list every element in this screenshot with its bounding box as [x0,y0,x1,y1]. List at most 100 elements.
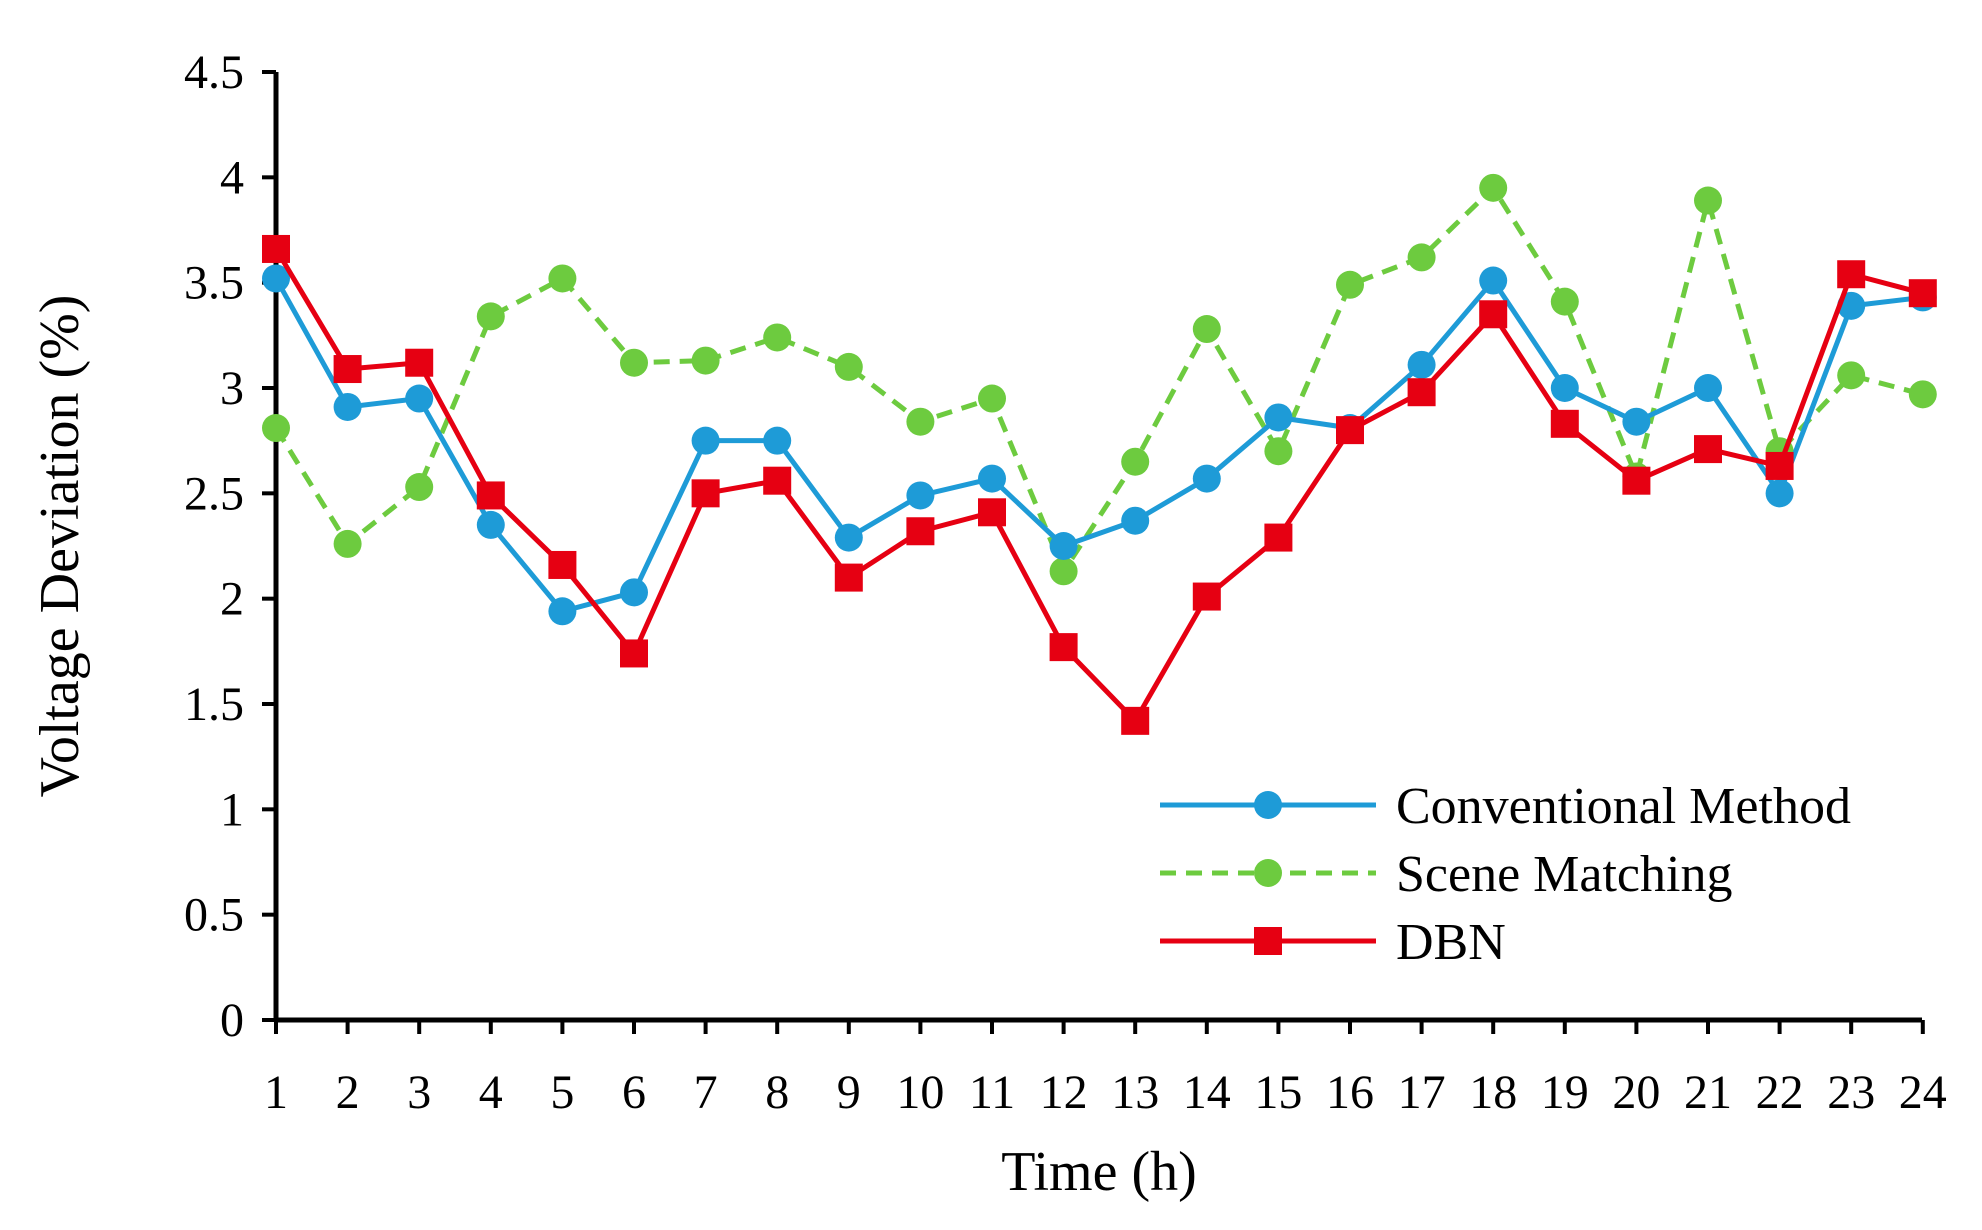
y-tick-label: 0 [220,994,244,1047]
data-point [1622,407,1651,436]
series-layer [262,173,1937,735]
data-point [691,426,720,455]
data-point [333,355,362,384]
x-tick-label: 4 [479,1066,503,1119]
x-tick-label: 1 [264,1066,288,1119]
x-axis-title: Time (h) [1001,1141,1197,1203]
legend-item: Scene Matching [1160,846,1732,903]
x-axis-ticks: 1 2 3 4 5 6 7 8 9 10 11 12 13 14 15 16 17 18 19 20 21 22 23 24 [264,1020,1947,1119]
data-point [1121,506,1150,535]
data-point [1264,437,1293,466]
data-point [691,346,720,375]
data-point [1049,532,1078,560]
y-tick-label: 1 [220,783,244,836]
data-point [1049,557,1078,586]
data-point [834,352,863,381]
data-point [405,384,434,413]
x-tick-label: 17 [1398,1066,1446,1119]
data-point [1694,374,1722,402]
data-point [834,563,863,592]
legend-label: Conventional Method [1396,778,1851,835]
data-point [691,479,720,508]
data-point [405,348,434,377]
x-tick-label: 11 [969,1066,1015,1119]
data-point [1479,266,1508,295]
x-tick-label: 16 [1326,1066,1374,1119]
data-point [333,392,362,421]
data-point [1192,464,1221,493]
series-dbn [262,234,1937,735]
data-point [906,407,935,436]
x-tick-label: 14 [1183,1066,1231,1119]
data-point [763,466,792,495]
x-tick-label: 19 [1541,1066,1589,1119]
data-point [476,481,505,510]
data-point [548,550,577,579]
data-point [834,523,863,552]
data-point [1479,300,1508,329]
data-point [1264,523,1293,552]
data-point [763,323,792,352]
series-line [273,277,1924,614]
data-point [1765,479,1794,508]
data-point [476,302,505,331]
series-scene-matching [262,173,1937,586]
data-point [1121,447,1150,476]
data-point [1837,260,1866,289]
x-tick-label: 18 [1469,1066,1517,1119]
legend-item: DBN [1160,914,1506,971]
x-tick-label: 3 [407,1066,431,1119]
data-point [1550,287,1579,316]
axes [273,72,1922,1023]
x-tick-label: 22 [1756,1066,1804,1119]
x-tick-label: 13 [1111,1066,1159,1119]
data-point [1407,350,1436,379]
series-line [273,185,1924,574]
x-tick-label: 7 [694,1066,718,1119]
data-point [1550,374,1579,402]
data-point [1765,451,1794,480]
y-axis-title: Voltage Deviation (%) [29,295,91,798]
data-point [1336,270,1364,299]
y-tick-label: 2.5 [184,467,244,520]
data-point [620,639,648,668]
legend-marker [1254,927,1282,955]
data-point [1192,582,1221,611]
data-point [1694,435,1722,464]
data-point [906,481,935,510]
data-point [978,384,1006,413]
x-tick-label: 23 [1827,1066,1875,1119]
x-tick-label: 12 [1040,1066,1088,1119]
data-point [1694,186,1722,215]
data-point [1908,380,1937,409]
data-point [1622,466,1651,495]
data-point [262,264,290,293]
y-tick-label: 2 [220,573,244,626]
data-point [333,529,362,558]
x-tick-label: 5 [550,1066,574,1119]
data-point [476,510,505,539]
x-tick-label: 20 [1612,1066,1660,1119]
data-point [1550,409,1579,438]
x-tick-label: 8 [765,1066,789,1119]
y-tick-label: 3.5 [184,257,244,310]
data-point [906,517,935,546]
x-tick-label: 24 [1899,1066,1947,1119]
y-tick-label: 4 [220,151,244,204]
data-point [1264,403,1293,432]
x-tick-label: 15 [1254,1066,1302,1119]
data-point [978,498,1006,527]
x-tick-label: 6 [622,1066,646,1119]
data-point [1407,378,1436,407]
x-tick-label: 9 [837,1066,861,1119]
data-point [1121,706,1150,735]
data-point [763,426,792,455]
x-tick-label: 2 [336,1066,360,1119]
y-axis-ticks: 0 0.5 1 1.5 2 2.5 3 3.5 4 4.5 [184,46,276,1047]
y-tick-label: 0.5 [184,889,244,942]
legend-item: Conventional Method [1160,778,1851,835]
data-point [1336,416,1364,445]
y-tick-label: 3 [220,362,244,415]
data-point [1908,279,1937,308]
